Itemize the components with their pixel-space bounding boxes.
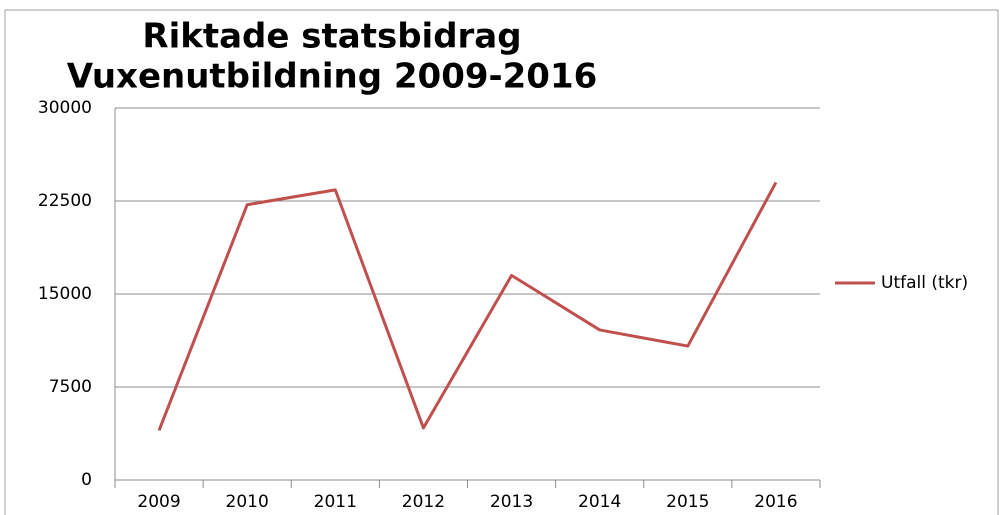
y-tick-label: 0 <box>81 470 92 490</box>
chart-title: Riktade statsbidrag <box>142 17 521 57</box>
x-tick-label: 2014 <box>578 492 621 512</box>
x-tick-label: 2011 <box>314 492 357 512</box>
x-tick-label: 2009 <box>137 492 180 512</box>
x-tick-label: 2015 <box>666 492 709 512</box>
line-series <box>157 181 778 431</box>
chart-title: Vuxenutbildning 2009-2016 <box>67 57 598 97</box>
y-tick-label: 22500 <box>38 191 92 211</box>
legend-label: Utfall (tkr) <box>881 273 968 293</box>
x-tick-label: 2013 <box>490 492 533 512</box>
x-tick-label: 2012 <box>402 492 445 512</box>
y-tick-label: 30000 <box>38 98 92 118</box>
chart-border <box>4 9 999 515</box>
y-tick-label: 7500 <box>49 377 92 397</box>
y-tick-label: 15000 <box>38 284 92 304</box>
x-tick-label: 2010 <box>226 492 269 512</box>
x-tick-label: 2016 <box>754 492 797 512</box>
